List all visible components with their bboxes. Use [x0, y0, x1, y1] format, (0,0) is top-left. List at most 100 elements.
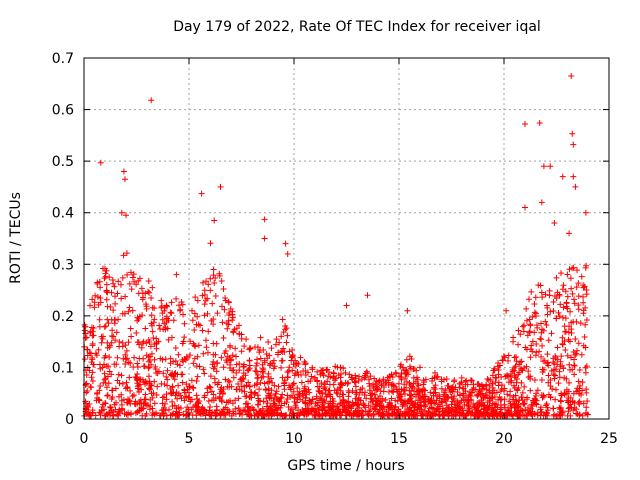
data-point	[554, 289, 561, 296]
data-point	[503, 412, 510, 419]
data-point	[131, 354, 138, 361]
data-point	[480, 403, 487, 410]
data-point	[497, 397, 504, 404]
data-point	[537, 404, 544, 411]
data-point	[130, 271, 137, 278]
data-point	[544, 311, 551, 318]
data-point	[109, 327, 116, 334]
data-point	[286, 348, 293, 355]
data-point	[134, 409, 141, 416]
data-point	[440, 393, 447, 400]
data-point	[543, 401, 550, 408]
data-point	[189, 404, 196, 411]
data-point	[330, 398, 337, 405]
data-point	[260, 347, 267, 354]
data-point	[164, 376, 171, 383]
data-point	[224, 353, 231, 360]
data-point	[123, 347, 130, 354]
data-point	[246, 365, 253, 372]
data-point	[575, 399, 582, 406]
data-point	[98, 333, 105, 340]
data-point	[415, 397, 422, 404]
data-point	[221, 306, 228, 313]
data-point	[305, 410, 312, 417]
data-point	[506, 392, 513, 399]
data-point	[90, 324, 97, 331]
data-point	[278, 357, 285, 364]
data-point	[504, 406, 511, 413]
data-point	[380, 376, 387, 383]
data-point	[145, 385, 152, 392]
data-point	[241, 343, 248, 350]
data-point	[550, 359, 557, 366]
data-point	[468, 389, 475, 396]
data-point	[573, 410, 580, 417]
data-point	[192, 343, 199, 350]
data-point	[194, 407, 201, 414]
data-point	[559, 411, 566, 418]
data-point	[542, 318, 549, 325]
data-point	[115, 371, 122, 378]
data-point	[551, 220, 558, 227]
data-point	[368, 390, 375, 397]
data-point	[445, 412, 452, 419]
data-point	[449, 405, 456, 412]
data-point	[287, 384, 294, 391]
data-point	[525, 368, 532, 375]
data-point	[582, 304, 589, 311]
data-point	[98, 339, 105, 346]
data-point	[98, 407, 105, 414]
data-point	[414, 380, 421, 387]
data-point	[518, 379, 525, 386]
data-point	[552, 353, 559, 360]
data-point	[566, 379, 573, 386]
data-point	[316, 383, 323, 390]
x-tick-label: 25	[600, 431, 618, 447]
data-point	[110, 412, 117, 419]
data-point	[554, 344, 561, 351]
data-point	[531, 377, 538, 384]
data-point	[193, 362, 200, 369]
chart-title: Day 179 of 2022, Rate Of TEC Index for r…	[173, 19, 541, 35]
data-point	[443, 402, 450, 409]
data-point	[210, 397, 217, 404]
data-point	[332, 375, 339, 382]
data-point	[489, 409, 496, 416]
data-point	[226, 378, 233, 385]
data-point	[179, 357, 186, 364]
data-point	[577, 320, 584, 327]
data-point	[159, 316, 166, 323]
data-point	[571, 300, 578, 307]
data-point	[273, 336, 280, 343]
data-point	[389, 410, 396, 417]
data-point	[188, 307, 195, 314]
data-point	[239, 375, 246, 382]
data-point	[193, 378, 200, 385]
data-point	[235, 322, 242, 329]
data-point	[191, 355, 198, 362]
y-tick-label: 0.3	[52, 257, 74, 273]
data-point	[119, 274, 126, 281]
data-point	[87, 302, 94, 309]
data-point	[525, 296, 532, 303]
data-point	[571, 356, 578, 363]
data-point	[459, 405, 466, 412]
data-point	[374, 384, 381, 391]
data-point	[567, 275, 574, 282]
data-point	[406, 392, 413, 399]
data-point	[580, 293, 587, 300]
data-point	[207, 384, 214, 391]
data-point	[533, 349, 540, 356]
data-point	[163, 396, 170, 403]
data-point	[388, 387, 395, 394]
data-point	[208, 388, 215, 395]
data-point	[266, 378, 273, 385]
data-point	[111, 361, 118, 368]
data-point	[146, 289, 153, 296]
data-point	[386, 400, 393, 407]
data-point	[583, 404, 590, 411]
y-tick-labels: 0 0.1 0.2 0.3 0.4 0.5 0.6 0.7	[52, 51, 74, 428]
data-point	[565, 388, 572, 395]
data-point	[106, 403, 113, 410]
data-point	[417, 364, 423, 371]
